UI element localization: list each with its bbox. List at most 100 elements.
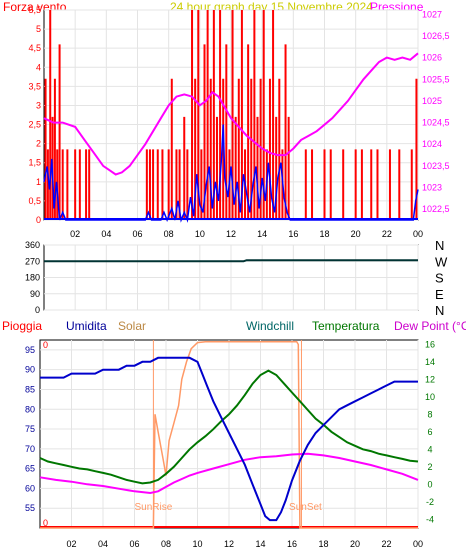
humidity-series-line	[40, 356, 418, 522]
temperature-x-tick-label: 00	[413, 539, 423, 549]
humidity-tick-label: 75	[25, 424, 35, 434]
rain-top-label: 0	[43, 340, 48, 350]
humidity-tick-label: 65	[25, 464, 35, 474]
temperature-x-tick-label: 08	[161, 539, 171, 549]
direction-tick-label: 360	[25, 240, 40, 250]
temperature-x-tick-label: 18	[318, 539, 328, 549]
wind-x-tick-label: 20	[351, 229, 361, 239]
wind-tick-label: 5	[36, 24, 41, 34]
temperature-x-tick-label: 06	[129, 539, 139, 549]
compass-label: N	[435, 238, 444, 253]
wind-x-tick-label: 08	[164, 229, 174, 239]
temperature-tick-label: -2	[426, 497, 434, 507]
temperature-x-tick-label: 14	[255, 539, 265, 549]
pressure-series-line	[43, 52, 419, 176]
wind-lines	[43, 52, 419, 223]
direction-lines	[44, 259, 418, 263]
legend-dewpoint: Dew Point (°C)	[394, 319, 466, 333]
temperature-tick-label: 4	[427, 444, 432, 454]
legend-temperatura: Temperatura	[312, 319, 380, 333]
wind-x-tick-label: 22	[382, 229, 392, 239]
direction-series-line	[44, 259, 418, 263]
wind-chart-panel: Forza vento 24 hour graph day 15 Novembr…	[3, 0, 450, 239]
humidity-tick-label: 85	[25, 384, 35, 394]
temperature-tick-label: 14	[425, 357, 435, 367]
legend-solar: Solar	[118, 319, 146, 333]
wind-tick-label: 4	[36, 62, 41, 72]
pressure-tick-label: 1025	[422, 96, 442, 106]
wind-tick-label: 5,5	[28, 5, 41, 15]
compass-label: S	[435, 271, 444, 286]
temperature-tick-label: 10	[425, 392, 435, 402]
humidity-y-axis: 55 60 65 70 75 80 85 90 95	[25, 345, 35, 513]
temperature-tick-label: 6	[427, 427, 432, 437]
rain-bottom-label: 0	[43, 518, 48, 528]
temperature-tick-label: 8	[427, 409, 432, 419]
temperature-x-tick-label: 22	[381, 539, 391, 549]
legend-pioggia: Pioggia	[2, 319, 42, 333]
wind-x-tick-label: 02	[70, 229, 80, 239]
humidity-tick-label: 60	[25, 483, 35, 493]
wind-x-tick-label: 10	[195, 229, 205, 239]
direction-tick-label: 270	[25, 256, 40, 266]
temperature-x-tick-label: 10	[192, 539, 202, 549]
pressure-y-axis: 1022,5 1023 1023,5 1024 1024,5 1025 1025,5 1026…	[422, 9, 450, 214]
temperature-x-tick-label: 04	[98, 539, 108, 549]
wind-x-tick-label: 06	[132, 229, 142, 239]
compass-label: W	[435, 254, 448, 269]
wind-tick-label: 1	[36, 177, 41, 187]
temperature-x-axis: 02 04 06 08 10 12 14 16 18 20 22 00	[66, 539, 423, 549]
wind-x-tick-label: 14	[257, 229, 267, 239]
temperature-tick-label: -4	[426, 514, 434, 524]
compass-label: E	[435, 287, 444, 302]
solar-series-line	[40, 340, 418, 529]
wind-tick-label: 0,5	[28, 196, 41, 206]
wind-x-axis: 02 04 06 08 10 12 14 16 18 20 22 00	[70, 229, 423, 239]
direction-y-axis: 0 90 180 270 360	[25, 240, 40, 315]
sunset-label: SunSet	[289, 502, 322, 513]
pressure-tick-label: 1023,5	[422, 161, 450, 171]
wind-x-tick-label: 12	[226, 229, 236, 239]
humidity-tick-label: 70	[25, 444, 35, 454]
humidity-tick-label: 55	[25, 503, 35, 513]
direction-tick-label: 0	[35, 305, 40, 315]
temperature-x-tick-label: 20	[350, 539, 360, 549]
humidity-tick-label: 90	[25, 365, 35, 375]
legend-windchill: Windchill	[246, 319, 294, 333]
wind-tick-label: 4,5	[28, 43, 41, 53]
humidity-tick-label: 95	[25, 345, 35, 355]
pressure-tick-label: 1024	[422, 139, 442, 149]
wind-tick-label: 1,5	[28, 158, 41, 168]
temperature-lines: SunRise SunSet	[39, 340, 419, 529]
wind-x-tick-label: 18	[319, 229, 329, 239]
wind-tick-label: 3,5	[28, 81, 41, 91]
temperature-x-tick-label: 02	[66, 539, 76, 549]
temperature-grid	[40, 340, 419, 528]
temperature-tick-label: 0	[427, 479, 432, 489]
temperature-x-tick-label: 12	[224, 539, 234, 549]
wind-x-tick-label: 00	[413, 229, 423, 239]
pressure-tick-label: 1026,5	[422, 31, 450, 41]
temperature-tick-label: 2	[427, 462, 432, 472]
pressure-tick-label: 1023	[422, 183, 442, 193]
temperature-tick-label: 16	[425, 339, 435, 349]
temperature-panel: Pioggia Umidita Solar Windchill Temperat…	[2, 319, 466, 549]
wind-tick-label: 2,5	[28, 120, 41, 130]
wind-x-tick-label: 16	[288, 229, 298, 239]
pressure-tick-label: 1027	[422, 9, 442, 19]
pressure-tick-label: 1025,5	[422, 74, 450, 84]
direction-tick-label: 180	[25, 273, 40, 283]
temperature-series-line	[39, 369, 419, 485]
wind-tick-label: 2	[36, 139, 41, 149]
temperature-y-axis: -4 -2 0 2 4 6 8 10 12 14 16	[425, 339, 435, 524]
direction-tick-label: 90	[30, 289, 40, 299]
dewpoint-series-line	[39, 452, 419, 495]
compass-label: N	[435, 303, 444, 318]
pressure-tick-label: 1026	[422, 53, 442, 63]
wind-x-tick-label: 04	[101, 229, 111, 239]
humidity-tick-label: 80	[25, 404, 35, 414]
pressure-tick-label: 1022,5	[422, 204, 450, 214]
